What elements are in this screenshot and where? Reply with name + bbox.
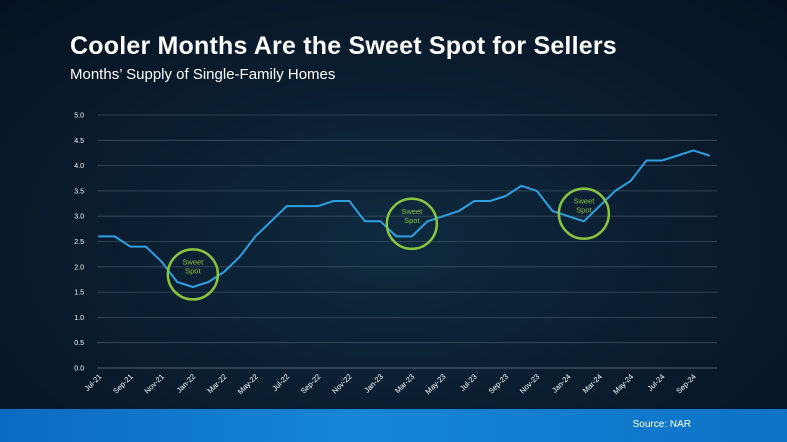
x-tick-label: May-22 [236, 372, 260, 396]
y-tick-label: 3.0 [74, 214, 84, 221]
y-tick-label: 2.0 [74, 264, 84, 271]
y-tick-label: 3.5 [74, 188, 84, 195]
footer-bar: Source: NAR [0, 409, 787, 442]
x-tick-label: Mar-24 [581, 372, 604, 395]
x-tick-label: Jul-24 [646, 372, 667, 393]
x-tick-label: Sep-23 [487, 372, 510, 395]
callout-label: Sweet [182, 257, 204, 266]
callout-label: Sweet [401, 207, 423, 216]
callout-circle [557, 187, 611, 240]
callout-label: Spot [576, 206, 592, 215]
callout-label: Spot [185, 266, 201, 275]
x-axis-tick-labels: Jul-21 Sep-21 Nov-21 Jan-22 Mar-22 May-22 Jul-… [83, 372, 698, 396]
gridlines [97, 114, 717, 369]
series-line [98, 149, 710, 288]
x-tick-label: Sep-21 [111, 372, 134, 395]
y-tick-label: 1.0 [74, 315, 84, 322]
x-tick-label: Mar-23 [393, 372, 416, 395]
y-tick-label: 0.0 [74, 366, 84, 373]
x-tick-label: May-24 [611, 372, 635, 396]
y-tick-label: 1.5 [74, 290, 84, 297]
y-tick-label: 0.5 [74, 340, 84, 347]
x-tick-label: Nov-21 [143, 372, 166, 395]
x-tick-label: Jan-24 [550, 372, 573, 395]
x-tick-label: Jul-21 [83, 372, 104, 393]
chart-title: Cooler Months Are the Sweet Spot for Sel… [70, 32, 617, 60]
callout-circle [385, 197, 439, 251]
x-tick-label: Jan-23 [362, 372, 385, 395]
y-tick-label: 4.5 [74, 138, 84, 145]
x-tick-label: Sep-24 [674, 372, 697, 395]
x-tick-label: Jul-22 [270, 372, 291, 393]
x-tick-label: Sep-22 [299, 372, 322, 395]
y-tick-label: 4.0 [74, 163, 84, 170]
y-axis-tick-labels: 0.0 0.5 1.0 1.5 2.0 2.5 3.0 3.5 4.0 4.5 5.0 [74, 113, 84, 373]
y-tick-label: 5.0 [74, 113, 84, 120]
x-tick-label: Jan-22 [175, 372, 198, 395]
source-label: Source: NAR [632, 419, 691, 430]
chart-subtitle: Months’ Supply of Single-Family Homes [70, 66, 336, 83]
callout-label: Spot [404, 216, 420, 225]
y-tick-label: 2.5 [74, 239, 84, 246]
x-tick-label: May-23 [423, 372, 447, 396]
callout-circle [166, 248, 220, 301]
x-tick-label: Jul-23 [458, 372, 479, 393]
x-tick-label: Mar-22 [205, 372, 228, 395]
x-tick-label: Nov-23 [518, 372, 541, 395]
callout-label: Sweet [573, 197, 595, 206]
series-layer [98, 149, 710, 288]
x-tick-label: Nov-22 [330, 372, 353, 395]
